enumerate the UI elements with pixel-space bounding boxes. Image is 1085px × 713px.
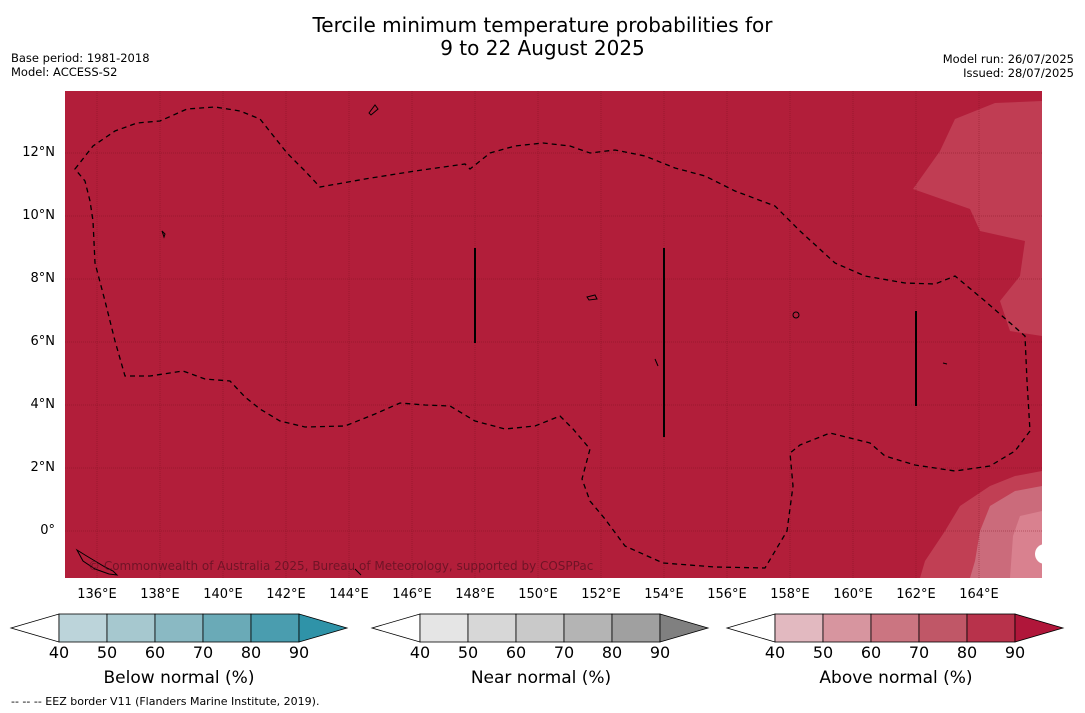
- cb1-tick-60: 60: [505, 643, 527, 662]
- eez-border: [74, 106, 1031, 569]
- map-title: Tercile minimum temperature probabilitie…: [0, 14, 1085, 60]
- cb2-tick-80: 80: [956, 643, 978, 662]
- lon-label-160E: 160°E: [833, 587, 873, 602]
- model-run-text: Model run: 26/07/2025: [942, 52, 1074, 66]
- colorbar-segment: [202, 613, 252, 643]
- model-text: Model: ACCESS-S2: [11, 65, 118, 79]
- lon-label-138E: 138°E: [140, 587, 180, 602]
- lon-label-142E: 142°E: [266, 587, 306, 602]
- colorbar-segment: [9, 613, 60, 643]
- colorbar-segment: [106, 613, 156, 643]
- lat-label-2N: 2°N: [30, 460, 56, 475]
- cb2-tick-90: 90: [1004, 643, 1026, 662]
- lon-label-152E: 152°E: [581, 587, 621, 602]
- meta-right: Model run: 26/07/2025 Issued: 28/07/2025: [943, 52, 1074, 80]
- title-line-2: 9 to 22 August 2025: [440, 36, 645, 60]
- colorbar-segment: [725, 613, 776, 643]
- colorbar-segment: [419, 613, 469, 643]
- cb0-tick-40: 40: [48, 643, 70, 662]
- probability-patch-se-3: [1010, 511, 1042, 578]
- lon-label-162E: 162°E: [896, 587, 936, 602]
- base-period-text: Base period: 1981-2018: [11, 51, 150, 65]
- colorbar-label-below-normal: Below normal (%): [103, 668, 255, 688]
- lat-label-8N: 8°N: [30, 271, 56, 286]
- lon-label-150E: 150°E: [518, 587, 558, 602]
- cb0-tick-80: 80: [240, 643, 262, 662]
- colorbar-label-above-normal: Above normal (%): [819, 668, 973, 688]
- colorbar-segment: [154, 613, 204, 643]
- cb1-tick-70: 70: [553, 643, 575, 662]
- lon-label-136E: 136°E: [77, 587, 117, 602]
- cb2-tick-70: 70: [908, 643, 930, 662]
- cb2-tick-50: 50: [812, 643, 834, 662]
- colorbar-label-near-normal: Near normal (%): [470, 668, 612, 688]
- colorbars: [9, 613, 1065, 643]
- cb2-tick-40: 40: [764, 643, 786, 662]
- colorbar-near-normal: [370, 613, 710, 643]
- colorbar-segment: [515, 613, 565, 643]
- title-line-1: Tercile minimum temperature probabilitie…: [312, 13, 773, 37]
- colorbar-segment: [58, 613, 108, 643]
- map-background: [65, 91, 1042, 578]
- colorbar-segment: [467, 613, 517, 643]
- white-spot: [1035, 544, 1042, 564]
- lon-label-146E: 146°E: [392, 587, 432, 602]
- colorbar-segment: [611, 613, 661, 643]
- cb0-tick-60: 60: [144, 643, 166, 662]
- cb1-tick-40: 40: [409, 643, 431, 662]
- probability-map: [65, 91, 1042, 578]
- colorbar-below-normal: [9, 613, 349, 643]
- lat-label-6N: 6°N: [30, 334, 56, 349]
- lon-label-158E: 158°E: [770, 587, 810, 602]
- colorbar-segment: [918, 613, 968, 643]
- lon-label-156E: 156°E: [707, 587, 747, 602]
- colorbar-segment: [370, 613, 421, 643]
- islands: [75, 104, 948, 576]
- lat-label-0: 0°: [40, 523, 55, 538]
- cb0-tick-70: 70: [192, 643, 214, 662]
- colorbar-segment: [966, 613, 1016, 643]
- lon-label-154E: 154°E: [644, 587, 684, 602]
- cb2-tick-60: 60: [860, 643, 882, 662]
- colorbar-segment: [563, 613, 613, 643]
- lat-label-4N: 4°N: [30, 397, 56, 412]
- cb1-tick-90: 90: [649, 643, 671, 662]
- lat-label-12N: 12°N: [22, 145, 55, 160]
- lon-label-144E: 144°E: [329, 587, 369, 602]
- lon-label-140E: 140°E: [203, 587, 243, 602]
- cb1-tick-50: 50: [457, 643, 479, 662]
- lat-label-10N: 10°N: [22, 208, 55, 223]
- colorbar-segment: [659, 613, 710, 643]
- probability-patch-ne: [913, 101, 1042, 336]
- meta-left: Base period: 1981-2018 Model: ACCESS-S2: [11, 51, 150, 79]
- colorbar-above-normal: [725, 613, 1065, 643]
- cb1-tick-80: 80: [601, 643, 623, 662]
- cb0-tick-90: 90: [288, 643, 310, 662]
- colorbar-segment: [1014, 613, 1065, 643]
- eez-footnote: -- -- -- EEZ border V11 (Flanders Marine…: [11, 695, 320, 708]
- colorbar-segment: [870, 613, 920, 643]
- colorbar-segment: [250, 613, 300, 643]
- colorbar-segment: [774, 613, 824, 643]
- lon-label-148E: 148°E: [455, 587, 495, 602]
- copyright-text: © Commonwealth of Australia 2025, Bureau…: [88, 559, 594, 573]
- issued-text: Issued: 28/07/2025: [963, 66, 1074, 80]
- cb0-tick-50: 50: [96, 643, 118, 662]
- colorbar-segment: [822, 613, 872, 643]
- lon-label-164E: 164°E: [959, 587, 999, 602]
- colorbar-segment: [298, 613, 349, 643]
